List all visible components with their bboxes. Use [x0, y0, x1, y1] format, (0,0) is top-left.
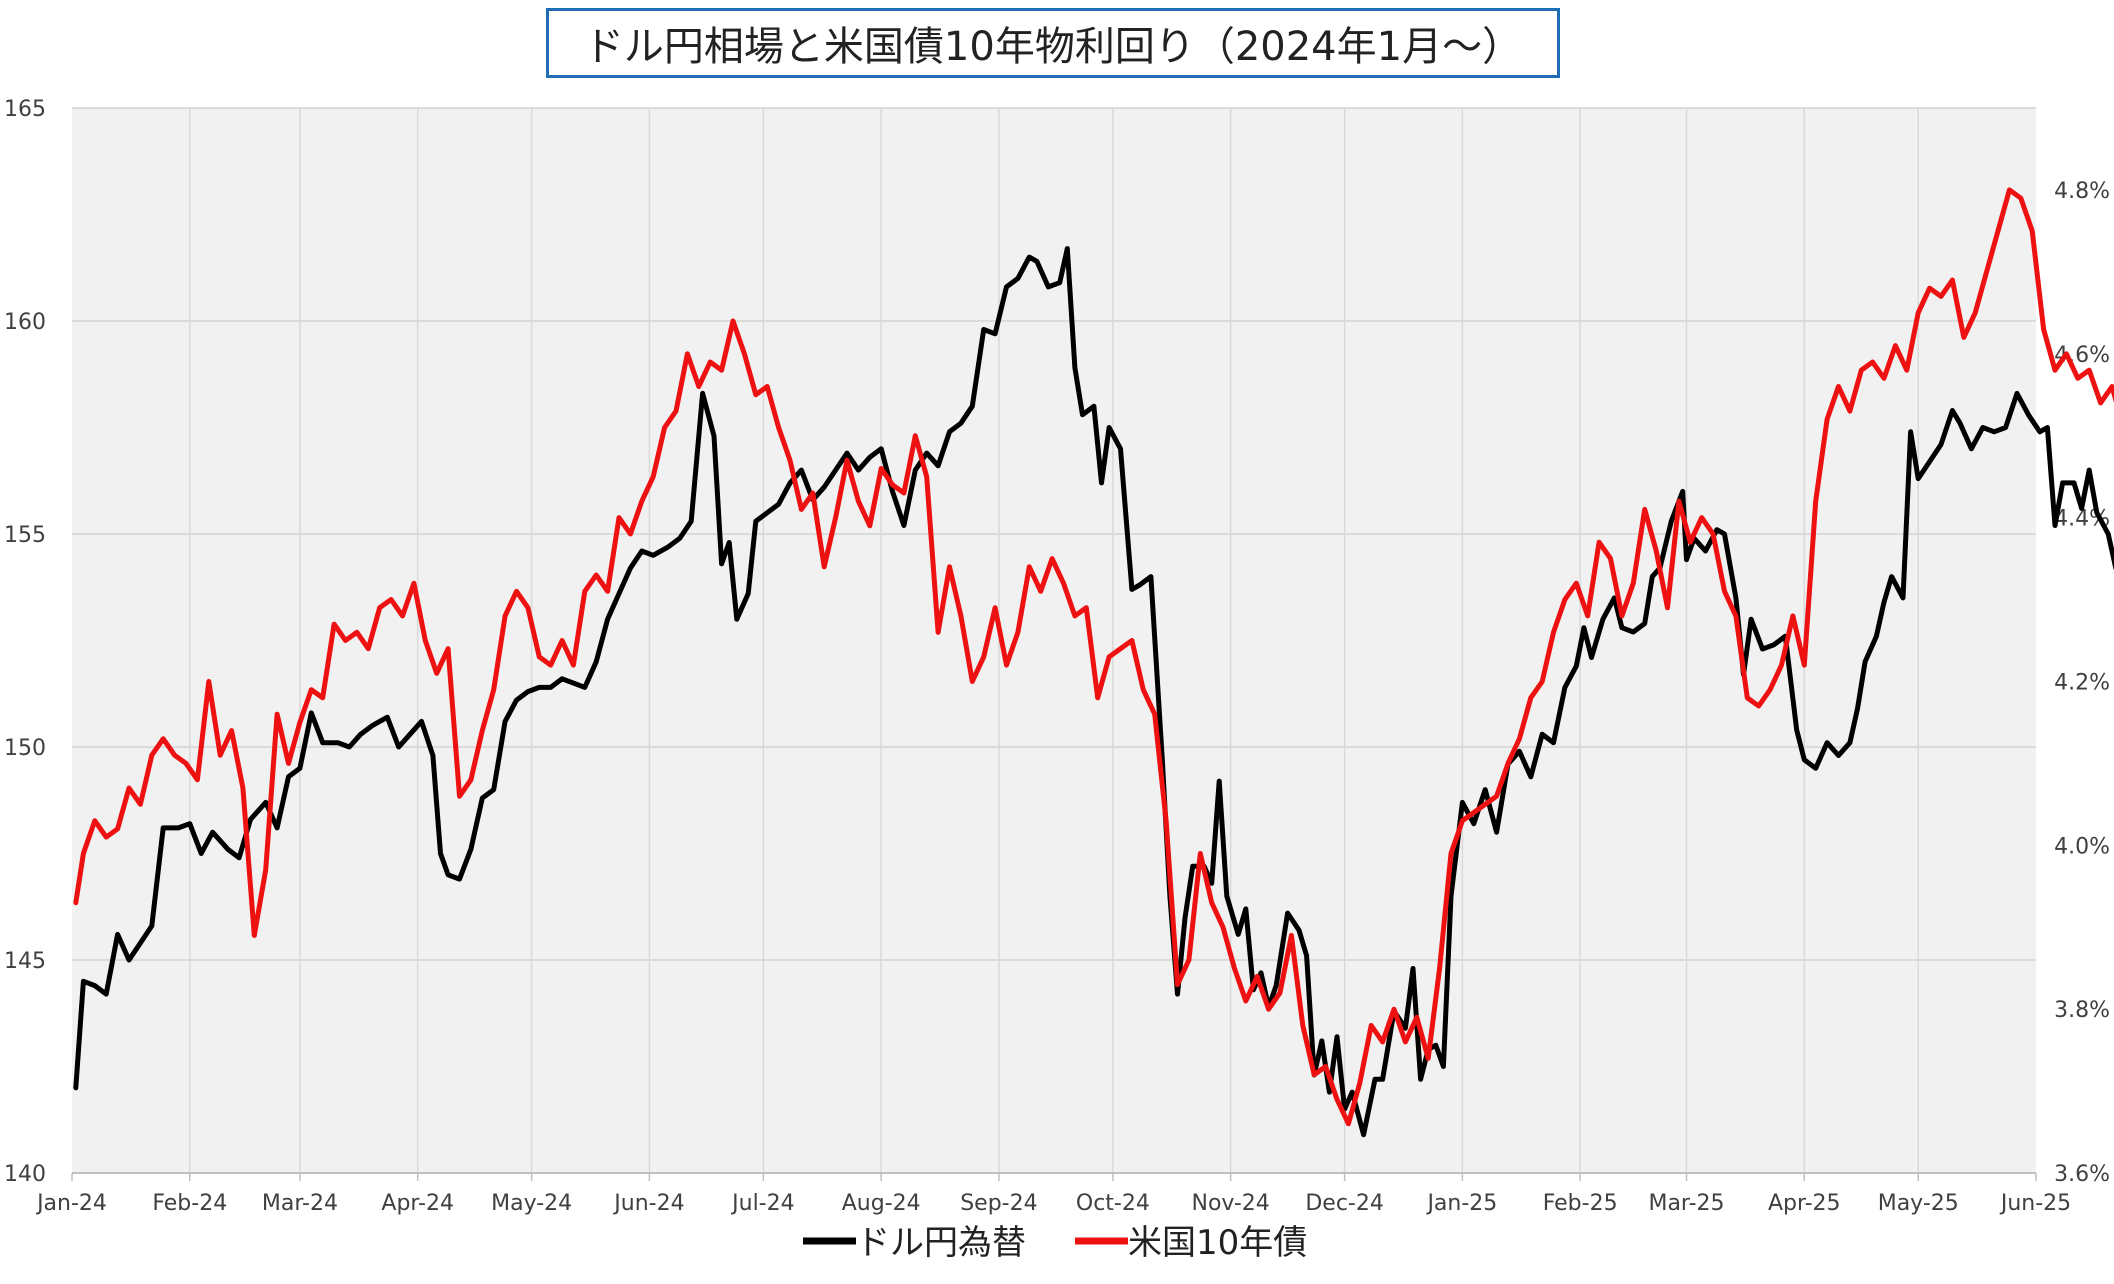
x-tick-label: Apr-24: [381, 1191, 454, 1216]
x-tick-label: Jan-24: [35, 1191, 107, 1216]
right-tick-label: 3.8%: [2054, 998, 2110, 1023]
left-tick-label: 165: [4, 97, 46, 122]
x-tick-label: Feb-24: [152, 1191, 227, 1216]
left-tick-label: 160: [4, 310, 46, 335]
x-tick-label: Aug-24: [842, 1191, 921, 1216]
left-tick-label: 140: [4, 1162, 46, 1187]
series-layer: [73, 187, 2114, 1138]
right-tick-label: 3.6%: [2054, 1162, 2110, 1187]
x-tick-label: Jul-24: [730, 1191, 794, 1216]
right-tick-label: 4.8%: [2054, 179, 2110, 204]
x-axis-ticks: Jan-24 Feb-24 Mar-24 Apr-24 May-24 Jun-24 Jul-…: [35, 1173, 2071, 1216]
vertical-gridlines: [189, 108, 1919, 1173]
x-tick-label: Dec-24: [1305, 1191, 1384, 1216]
left-axis-ticks: 140 145 150 155 160 165: [4, 97, 46, 1187]
series-line-usdjpy: [73, 246, 2114, 1138]
x-tick-label: Apr-25: [1768, 1191, 1841, 1216]
x-tick-label: Mar-24: [262, 1191, 338, 1216]
x-tick-label: Oct-24: [1076, 1191, 1150, 1216]
x-tick-label: Jan-25: [1425, 1191, 1497, 1216]
x-tick-label: Feb-25: [1543, 1191, 1618, 1216]
legend-label-us10y: 米国10年債: [1128, 1223, 1307, 1263]
x-tick-label: Jun-25: [1999, 1191, 2071, 1216]
x-tick-label: Mar-25: [1648, 1191, 1724, 1216]
left-tick-label: 145: [4, 949, 46, 974]
chart-title: ドル円相場と米国債10年物利回り（2024年1月～）: [546, 8, 1560, 78]
right-axis-ticks: 3.6%3.8%4.0%4.2%4.4%4.6%4.8%: [2054, 179, 2110, 1187]
x-tick-label: May-24: [491, 1191, 572, 1216]
x-tick-label: May-25: [1878, 1191, 1959, 1216]
series-line-us10y: [73, 187, 2114, 1127]
x-tick-label: Jun-24: [612, 1191, 684, 1216]
legend: ドル円為替 米国10年債: [803, 1223, 1307, 1263]
left-tick-label: 150: [4, 736, 46, 761]
x-tick-label: Sep-24: [960, 1191, 1037, 1216]
left-tick-label: 155: [4, 523, 46, 548]
x-tick-label: Nov-24: [1192, 1191, 1270, 1216]
right-tick-label: 4.2%: [2054, 670, 2110, 695]
legend-label-usdjpy: ドル円為替: [856, 1223, 1026, 1263]
right-tick-label: 4.0%: [2054, 834, 2110, 859]
